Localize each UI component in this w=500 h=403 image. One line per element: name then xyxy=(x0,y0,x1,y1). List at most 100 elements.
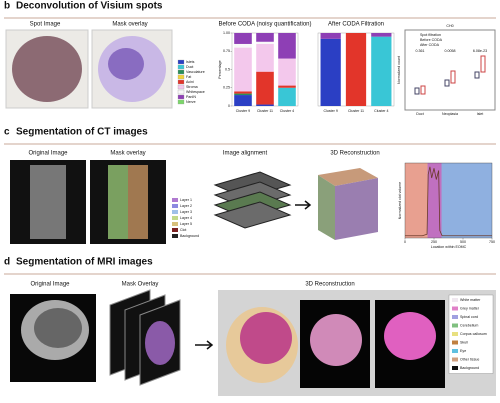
bar-segment xyxy=(278,33,296,59)
bar-segment xyxy=(320,33,341,39)
bar-segment xyxy=(371,36,392,106)
legend-label: Layer 3 xyxy=(180,210,192,214)
region xyxy=(405,163,428,238)
chart-title: Before CODA (noisy quantification) xyxy=(218,22,311,28)
box xyxy=(480,55,486,73)
legend-label: Grey matter xyxy=(460,306,480,310)
bar-segment xyxy=(234,93,252,96)
box xyxy=(450,70,456,84)
x-tick-label: Cluster 11 xyxy=(257,109,273,113)
x-tick-label: Duct xyxy=(416,112,423,116)
legend-label: Nerve xyxy=(186,100,196,104)
legend-swatch xyxy=(452,366,458,370)
legend-swatch xyxy=(177,94,185,100)
bar-segment xyxy=(256,104,274,106)
boxplot-title: CH0 xyxy=(446,24,453,28)
x-tick-label: Islet xyxy=(477,112,484,116)
legend: IsletsDuctVasculatureFatAciniStromaWhite… xyxy=(177,59,205,105)
panel-letter: b xyxy=(4,1,10,12)
image-title: 3D Reconstruction xyxy=(330,151,379,157)
legend-swatch xyxy=(177,84,185,90)
legend-label: Layer 4 xyxy=(180,216,192,220)
legend-swatch xyxy=(177,64,185,70)
legend-label: Islets xyxy=(186,60,195,64)
y-tick-label: 0.75 xyxy=(223,49,230,53)
bar-segment xyxy=(234,95,252,106)
y-label: Normalized count xyxy=(397,56,401,84)
bar-segment xyxy=(320,38,341,107)
legend-label: Corpus callosum xyxy=(460,332,487,336)
p-value: 6.08e-23 xyxy=(473,49,487,53)
image-title: Original Image xyxy=(28,151,68,157)
legend-label: Other tissue xyxy=(460,357,479,361)
panel-title: Segmentation of MRI images xyxy=(16,257,153,268)
p-value: 0.361 xyxy=(416,49,425,53)
bar-segment xyxy=(278,87,296,106)
panel-title: Deconvolution of Visium spots xyxy=(16,1,163,12)
image-title: Original Image xyxy=(30,282,70,288)
panel-letter: d xyxy=(4,257,10,268)
bar-segment xyxy=(256,33,274,42)
panel-letter: c xyxy=(4,127,10,138)
legend-label: Vasculature xyxy=(186,70,205,74)
legend-label: After CODA xyxy=(420,43,440,47)
bar-segment xyxy=(371,33,392,37)
box xyxy=(414,87,420,95)
legend-label: Layer 2 xyxy=(180,204,192,208)
bar-segment xyxy=(234,91,252,94)
legend-label: Whitespace xyxy=(186,90,205,94)
legend: Layer 1 Layer 2 Layer 3 Layer 4 Layer 5 Clot B… xyxy=(172,198,199,238)
x-tick-label: 750 xyxy=(489,240,495,244)
legend-label: Stroma xyxy=(186,85,198,89)
bar-segment xyxy=(345,33,367,106)
chart-title: After CODA Filtration xyxy=(328,22,384,28)
legend-label: Acini xyxy=(186,80,194,84)
region xyxy=(427,163,442,238)
legend-label: Cerebellum xyxy=(460,323,478,327)
legend-swatch xyxy=(172,210,178,214)
image-title: Mask overlay xyxy=(110,151,145,157)
legend-label: Spinal cord xyxy=(460,315,478,319)
tissue xyxy=(12,36,82,102)
legend-label: Spot filtration xyxy=(420,33,441,37)
legend-swatch xyxy=(452,357,458,362)
legend-swatch xyxy=(177,69,185,75)
x-tick-label: 250 xyxy=(431,240,437,244)
y-label: Percentage xyxy=(218,60,222,78)
mri-brain xyxy=(34,308,82,348)
legend: White matter Grey matter Spinal cord Cerebe… xyxy=(448,294,494,374)
image-title: 3D Reconstruction xyxy=(305,282,354,288)
y-tick-label: 0 xyxy=(228,104,230,108)
ct-mask-layer xyxy=(108,165,128,239)
arrow xyxy=(195,340,214,350)
x-tick-label: Cluster 11 xyxy=(348,109,364,113)
legend-swatch xyxy=(452,315,458,319)
charts: Before CODA (noisy quantification) Percen… xyxy=(218,22,495,249)
x-label: Location within EOMC xyxy=(431,245,467,249)
legend-swatch xyxy=(172,228,178,232)
legend-swatch xyxy=(172,216,178,220)
x-tick-label: Cluster 4 xyxy=(280,109,294,113)
legend-swatch xyxy=(172,204,178,208)
render-brain xyxy=(384,312,436,360)
image-stack xyxy=(213,171,292,229)
x-tick-label: 500 xyxy=(460,240,466,244)
y-tick-label: 0.5 xyxy=(225,67,230,71)
y-label: Normalized clot volume xyxy=(398,182,402,219)
data-line xyxy=(405,166,492,237)
image-title: Mask overlay xyxy=(112,22,147,28)
legend-label: Layer 1 xyxy=(180,198,192,202)
legend-label: Fat xyxy=(186,75,191,79)
bar-segment xyxy=(278,58,296,86)
box xyxy=(474,71,480,79)
legend-swatch xyxy=(452,340,458,345)
y-tick-label: 0.25 xyxy=(223,86,230,90)
render-brain xyxy=(310,314,362,366)
legend-swatch xyxy=(177,79,185,85)
legend-swatch xyxy=(172,234,178,238)
render-brain xyxy=(240,312,292,364)
legend-label: PanIN xyxy=(186,95,196,99)
y-tick-label: 1.00 xyxy=(223,31,230,35)
